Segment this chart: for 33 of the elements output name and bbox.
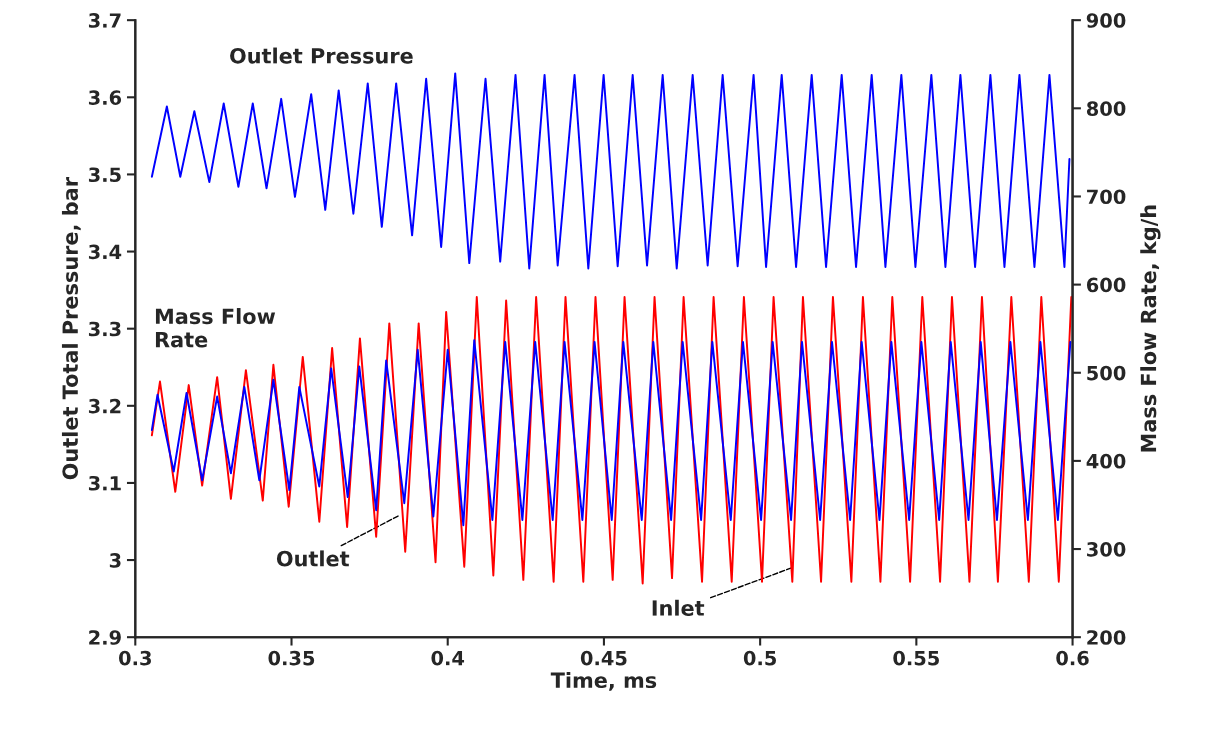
y-tick-label: 3.4 — [88, 244, 122, 260]
series-label: Inlet — [652, 599, 705, 616]
x-tick-label: 0.55 — [893, 650, 939, 666]
y-tick-label: 3 — [109, 553, 121, 568]
line-series — [150, 295, 1073, 585]
y2-tick-label: 300 — [1087, 542, 1126, 557]
x-tick-label: 0.3 — [119, 650, 151, 666]
annotation: Mass Flow Rate — [155, 308, 276, 348]
x-tick-label: 0.5 — [743, 650, 777, 666]
x-axis-title: Time, ms — [550, 671, 657, 691]
y-axis-title: Outlet Total Pressure, bar — [61, 177, 81, 480]
y2-tick-label: 600 — [1086, 277, 1126, 293]
y2-tick-label: 400 — [1086, 453, 1126, 469]
y-tick-label: 3.1 — [88, 475, 121, 491]
y-tick-label: 3.6 — [88, 90, 122, 105]
series-label: Outlet Pressure — [230, 47, 413, 64]
y2-axis-title: Mass Flow Rate, kg/h — [1140, 205, 1161, 452]
y-tick-label: 3.5 — [88, 167, 121, 183]
x-tick-label: 0.4 — [431, 650, 465, 666]
y-tick-label: 3.3 — [88, 321, 121, 337]
x-tick-label: 0.35 — [268, 650, 315, 666]
y2-tick-label: 900 — [1086, 13, 1126, 28]
y2-tick-label: 200 — [1087, 630, 1126, 645]
x-tick-label: 0.6 — [1056, 650, 1089, 666]
y-tick-label: 3.2 — [88, 398, 121, 414]
x-tick-label: 0.45 — [580, 650, 627, 666]
y2-tick-label: 800 — [1086, 101, 1126, 116]
line-series — [150, 72, 1071, 270]
y2-tick-label: 700 — [1087, 189, 1126, 205]
text: Outlet — [276, 550, 350, 567]
y-tick-label: 2.9 — [89, 630, 121, 645]
y2-tick-label: 500 — [1087, 365, 1126, 381]
y-tick-label: 3.7 — [88, 13, 121, 28]
